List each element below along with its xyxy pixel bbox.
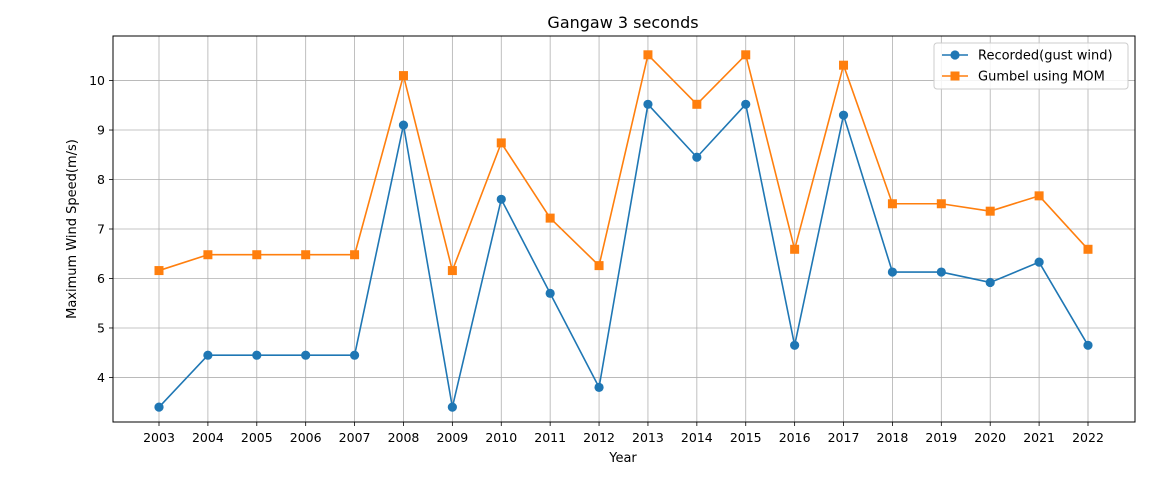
- data-point: [790, 340, 800, 350]
- x-tick-label: 2010: [485, 430, 517, 445]
- data-point: [447, 266, 457, 276]
- data-point: [936, 199, 946, 209]
- legend-item: Recorded(gust wind): [942, 49, 1113, 64]
- y-tick-label: 5: [97, 320, 105, 335]
- series: [154, 50, 1093, 276]
- data-point: [838, 110, 849, 120]
- y-tick-label: 10: [89, 73, 105, 88]
- x-tick-label: 2004: [192, 430, 224, 445]
- data-point: [301, 250, 311, 260]
- y-tick-label: 6: [97, 271, 105, 286]
- data-point: [643, 50, 653, 60]
- data-point: [936, 267, 946, 277]
- y-axis: 4 5 6 7 8 9 10: [89, 73, 113, 385]
- data-point: [496, 138, 506, 148]
- data-point: [594, 261, 604, 271]
- data-point: [741, 50, 751, 60]
- data-point: [154, 266, 164, 276]
- data-point: [790, 244, 800, 254]
- x-tick-label: 2008: [388, 430, 420, 445]
- series: [154, 99, 1093, 412]
- x-tick-label: 2006: [290, 430, 322, 445]
- series-group: [154, 50, 1093, 412]
- data-point: [496, 194, 506, 204]
- series-line: [158, 103, 1089, 408]
- legend-label: Gumbel using MOM: [978, 70, 1105, 85]
- chart-title: Gangaw 3 seconds: [547, 13, 698, 32]
- data-point: [545, 288, 555, 298]
- data-point: [349, 350, 360, 360]
- legend-item: Gumbel using MOM: [942, 70, 1105, 85]
- x-tick-label: 2011: [534, 430, 566, 445]
- data-point: [545, 213, 555, 223]
- x-tick-label: 2022: [1072, 430, 1104, 445]
- y-tick-label: 4: [97, 370, 105, 385]
- x-tick-label: 2003: [143, 430, 175, 445]
- x-tick-label: 2019: [925, 430, 957, 445]
- x-tick-label: 2021: [1023, 430, 1055, 445]
- grid: [113, 36, 1135, 422]
- data-point: [203, 350, 213, 360]
- legend-marker: [950, 71, 960, 81]
- legend-box: [933, 42, 1129, 90]
- data-point: [398, 120, 409, 130]
- data-point: [301, 350, 311, 360]
- x-tick-label: 2018: [877, 430, 909, 445]
- x-tick-label: 2009: [436, 430, 468, 445]
- x-tick-label: 2013: [632, 430, 664, 445]
- legend-label: Recorded(gust wind): [978, 49, 1113, 64]
- data-point: [350, 250, 360, 260]
- x-tick-label: 2007: [339, 430, 371, 445]
- data-point: [839, 60, 849, 70]
- y-tick-label: 7: [97, 222, 105, 237]
- data-point: [692, 152, 702, 162]
- legend: Recorded(gust wind) Gumbel using MOM: [933, 42, 1129, 90]
- series-line: [158, 54, 1089, 272]
- y-tick-label: 9: [97, 123, 105, 138]
- data-point: [741, 99, 751, 109]
- data-point: [154, 402, 164, 412]
- x-axis-title: Year: [608, 451, 637, 466]
- x-tick-label: 2005: [241, 430, 273, 445]
- data-point: [887, 199, 897, 209]
- data-point: [252, 250, 262, 260]
- data-point: [692, 99, 702, 109]
- data-point: [985, 277, 995, 288]
- x-tick-label: 2020: [974, 430, 1006, 445]
- data-point: [203, 250, 213, 260]
- x-tick-label: 2017: [828, 430, 860, 445]
- data-point: [447, 402, 457, 412]
- x-axis: 2003 2004 2005 2006 2007 2008 2009 2010 2011 2012…: [143, 422, 1104, 445]
- data-point: [1034, 191, 1044, 201]
- data-point: [398, 71, 408, 81]
- data-point: [985, 206, 995, 216]
- x-tick-label: 2015: [730, 430, 762, 445]
- data-point: [643, 99, 653, 109]
- data-point: [1083, 244, 1093, 254]
- data-point: [1034, 257, 1044, 267]
- y-axis-title: Maximum Wind Speed(m/s): [65, 139, 80, 319]
- data-point: [252, 350, 262, 360]
- data-point: [887, 267, 898, 277]
- x-tick-label: 2012: [583, 430, 615, 445]
- y-tick-label: 8: [97, 172, 105, 187]
- x-tick-label: 2014: [681, 430, 713, 445]
- data-point: [1083, 340, 1093, 350]
- x-tick-label: 2016: [779, 430, 811, 445]
- legend-marker: [950, 50, 960, 60]
- data-point: [594, 382, 604, 392]
